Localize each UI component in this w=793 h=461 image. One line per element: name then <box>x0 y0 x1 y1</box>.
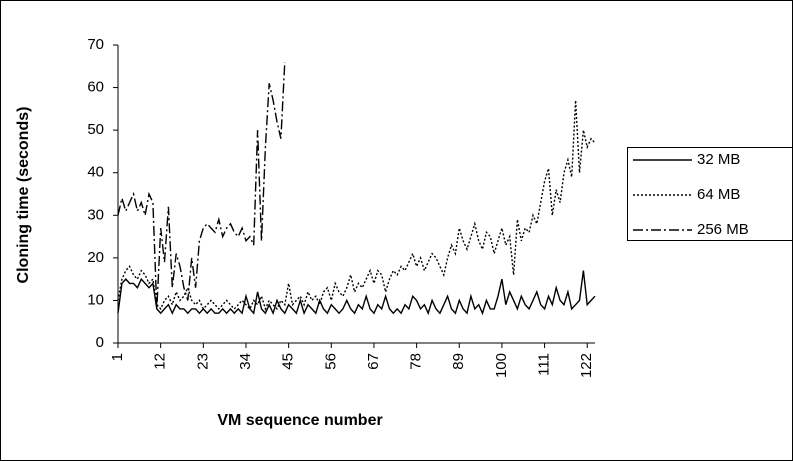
x-tick-label: 45 <box>280 353 297 370</box>
series-line <box>117 100 596 311</box>
legend-label: 256 MB <box>697 221 749 238</box>
x-axis-title: VM sequence number <box>217 412 382 429</box>
x-tick-label: 89 <box>450 353 467 370</box>
y-tick-label: 30 <box>87 206 104 223</box>
x-tick-label: 100 <box>493 353 510 378</box>
x-tick-label: 23 <box>194 353 211 370</box>
x-tick-label: 111 <box>536 353 553 376</box>
y-tick-label: 0 <box>96 334 104 351</box>
legend-label: 32 MB <box>697 151 740 168</box>
x-tick-label: 78 <box>408 353 425 370</box>
series-line <box>117 61 286 309</box>
x-tick-label: 34 <box>237 353 254 370</box>
y-axis-title: Cloning time (seconds) <box>15 107 32 284</box>
y-tick-label: 20 <box>87 249 104 266</box>
y-tick-label: 10 <box>87 291 104 308</box>
series-line <box>117 270 596 316</box>
y-tick-label: 40 <box>87 164 104 181</box>
x-tick-label: 1 <box>109 353 126 361</box>
y-tick-label: 70 <box>87 36 104 53</box>
legend <box>627 147 793 241</box>
x-tick-label: 122 <box>578 353 595 378</box>
x-tick-label: 56 <box>322 353 339 370</box>
x-tick-label: 12 <box>152 353 169 370</box>
legend-label: 64 MB <box>697 186 740 203</box>
y-tick-label: 50 <box>87 121 104 138</box>
y-tick-label: 60 <box>87 79 104 96</box>
x-tick-label: 67 <box>365 353 382 370</box>
